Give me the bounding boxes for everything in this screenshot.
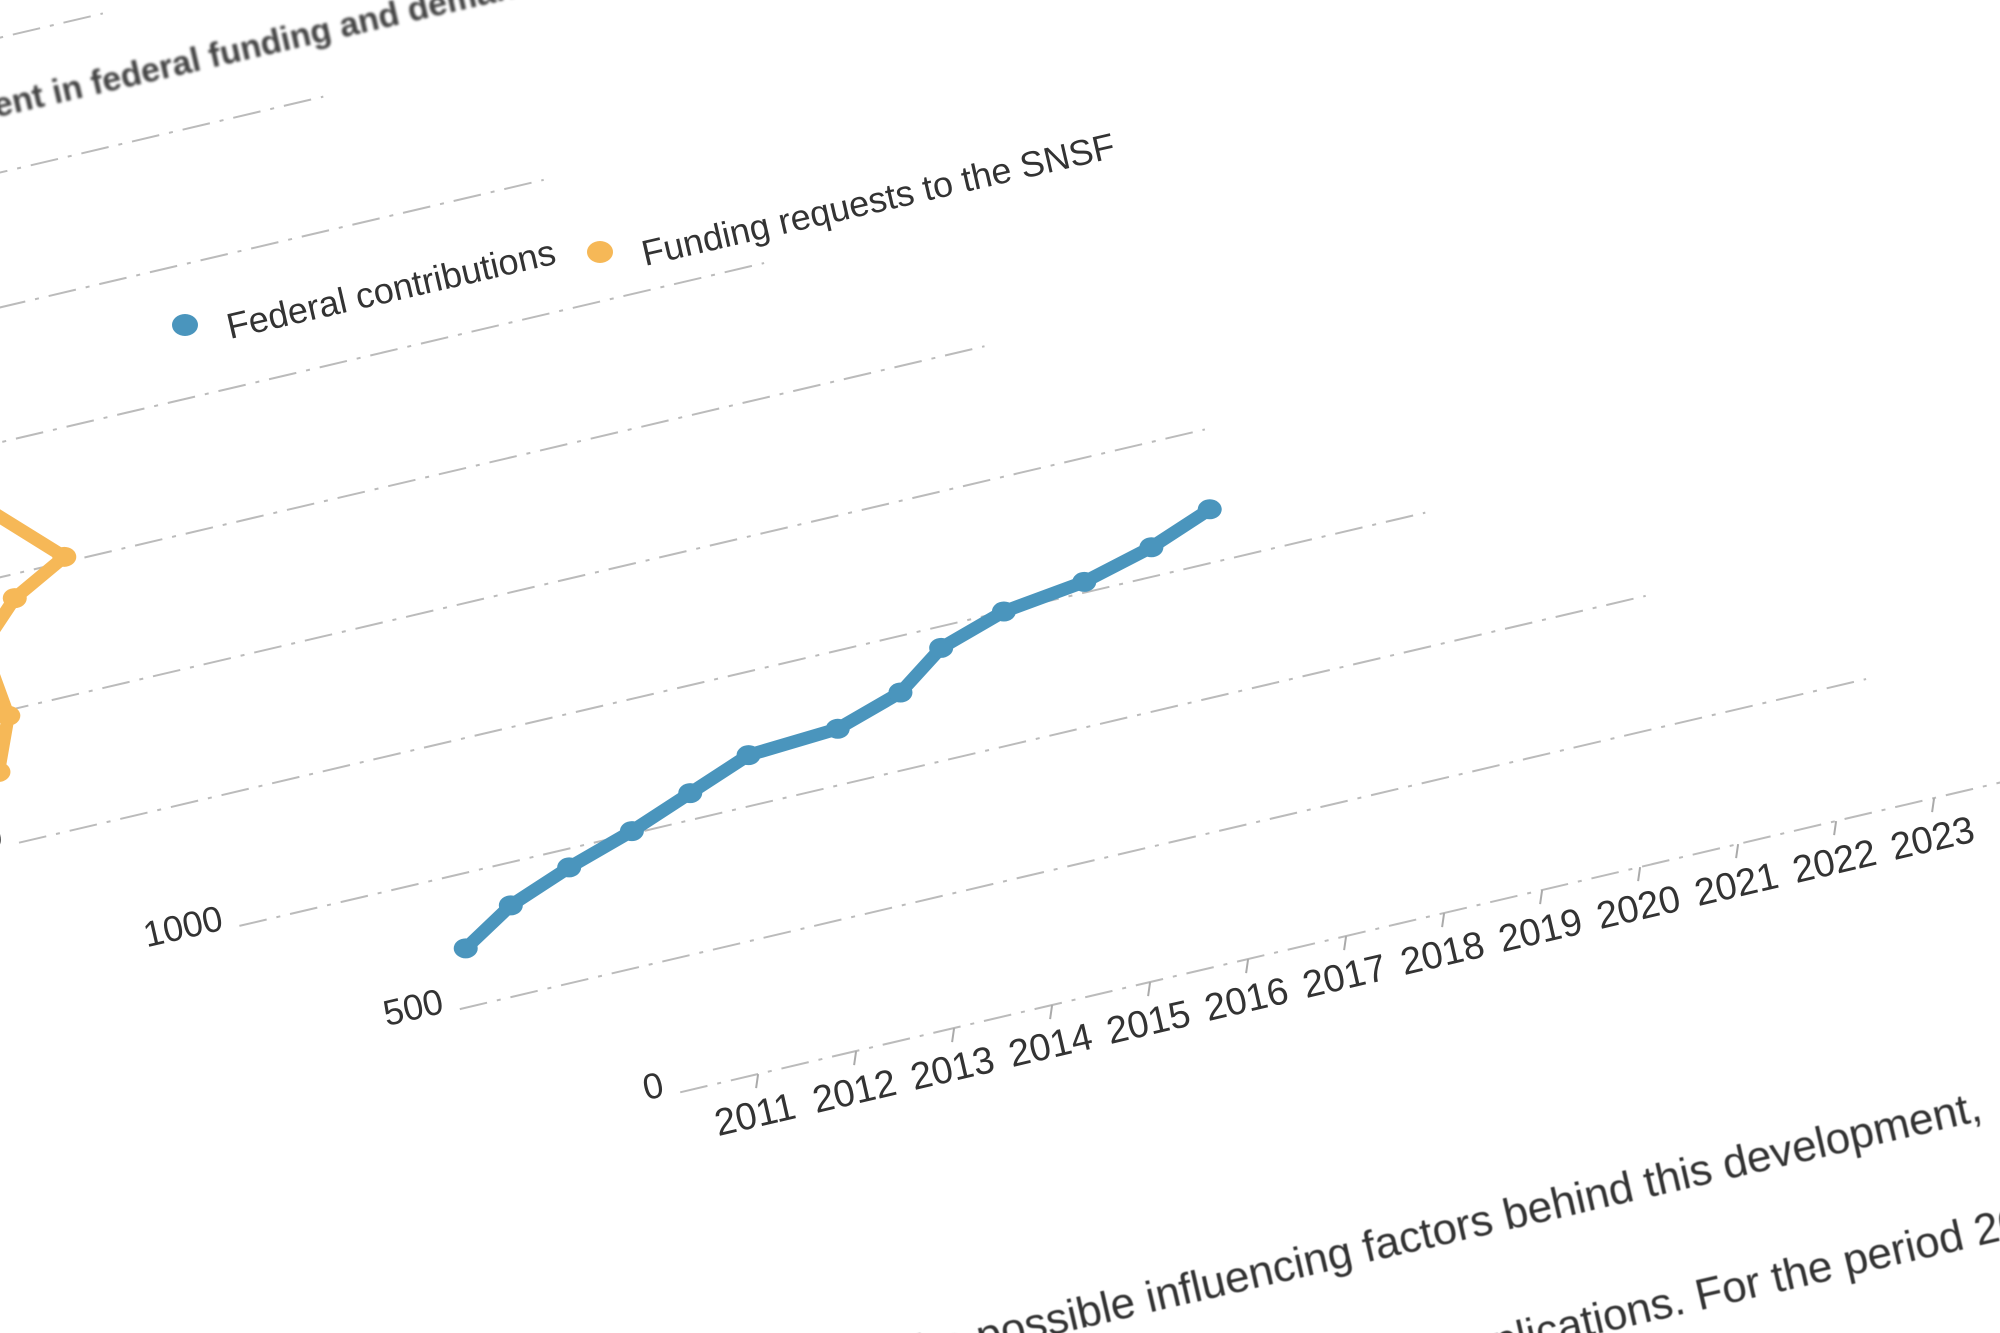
data-point [557,857,582,878]
x-tick-label: 2023 [1887,809,1979,869]
x-tick-label: 2016 [1201,970,1293,1030]
data-point [0,762,11,782]
gridline [239,594,1646,927]
x-tick [755,1074,760,1089]
data-point [1197,499,1222,520]
x-tick [1343,936,1348,951]
gridline [18,511,1426,844]
data-point [736,745,761,766]
data-point [929,637,954,658]
x-tick [1931,798,1936,813]
x-tick-label: 2013 [907,1039,999,1099]
x-tick-label: 2017 [1299,947,1391,1007]
gridline [0,428,1206,714]
data-point [2,588,27,609]
x-tick [1049,1005,1054,1020]
gridline [459,678,1867,1011]
x-tick [1833,821,1838,836]
x-tick [1735,844,1740,859]
legend-label: Federal contributions [223,231,560,347]
x-tick [1637,867,1642,882]
gridline [0,345,985,579]
gridline [0,262,765,444]
data-point [0,705,21,726]
legend-label: Funding requests to the SNSF [638,125,1119,274]
legend-marker-icon [587,241,613,263]
y-tick-label: 1000 [139,897,226,955]
x-tick-label: 2022 [1789,832,1881,892]
y-tick-label: 1500 [0,814,6,872]
gridline [679,781,2000,1094]
x-tick-label: 2012 [809,1062,901,1122]
x-tick [951,1028,956,1043]
data-point [1139,537,1164,558]
x-tick-label: 2011 [711,1086,800,1145]
gridline [0,12,104,39]
legend-marker-icon [172,314,198,336]
y-tick-label: 500 [379,980,447,1033]
gridline [0,178,544,309]
x-tick-label: 2019 [1495,901,1587,961]
data-point [678,783,703,804]
data-point [1072,571,1097,592]
x-tick [853,1051,858,1066]
x-tick-label: 2015 [1103,993,1195,1053]
data-point [453,938,478,959]
x-tick [1539,890,1544,905]
x-tick [1245,959,1250,974]
x-tick-label: 2020 [1593,878,1685,938]
x-tick-label: 2018 [1397,924,1489,984]
data-point [52,546,77,567]
data-point [619,821,644,842]
data-point [888,682,913,703]
data-point [991,601,1016,622]
series-line-funding-requests [0,509,71,779]
data-point [825,718,850,739]
x-tick [1147,982,1152,997]
y-tick-label: 0 [639,1064,668,1108]
x-tick-label: 2014 [1005,1016,1097,1076]
gridline [0,95,324,174]
x-tick [1441,913,1446,928]
x-tick-label: 2021 [1691,855,1783,915]
data-point [498,895,523,916]
